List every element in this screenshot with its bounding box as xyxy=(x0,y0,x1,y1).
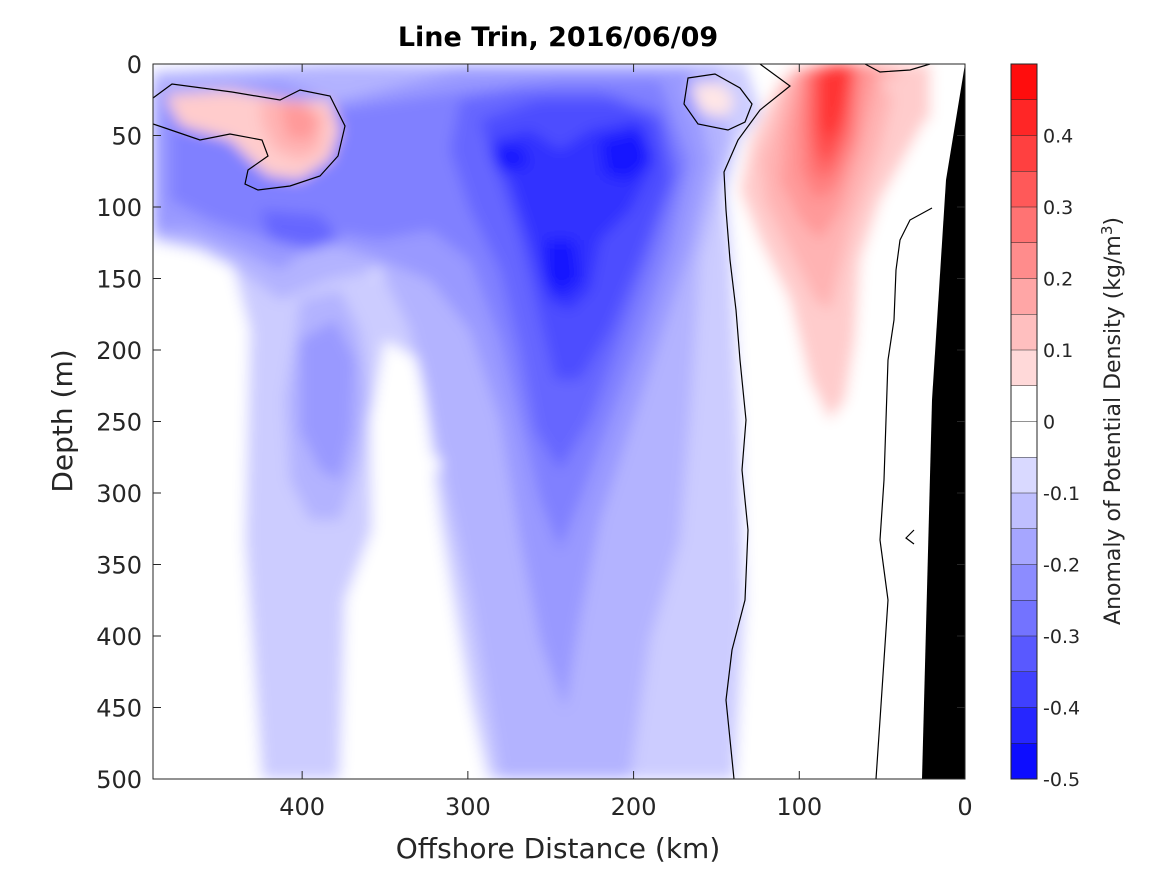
zero-contour-small-mark xyxy=(905,529,915,545)
colorbar-segment xyxy=(1011,314,1037,350)
colorbar-segment xyxy=(1011,207,1037,243)
y-tick-label: 50 xyxy=(111,123,142,151)
colorbar-tick-label: -0.2 xyxy=(1043,555,1080,577)
field-band-white-mid xyxy=(340,340,488,779)
field-band-neg-0.45-east xyxy=(600,130,650,180)
x-tick-label: 100 xyxy=(776,793,822,821)
colorbar-label-close: ) xyxy=(1101,217,1126,226)
x-axis-label: Offshore Distance (km) xyxy=(396,832,721,865)
y-tick-label: 500 xyxy=(96,766,142,794)
zero-contours xyxy=(153,64,933,779)
field-band-white-west xyxy=(153,240,262,779)
colorbar-segment xyxy=(1011,671,1037,708)
colorbar-tick-label: -0.5 xyxy=(1043,769,1080,791)
colorbar-segment xyxy=(1011,171,1037,207)
colorbar-tick-label: 0.3 xyxy=(1043,197,1073,219)
colorbar-segment xyxy=(1011,528,1037,565)
y-tick-label: 350 xyxy=(96,552,142,580)
plot-area xyxy=(153,64,965,779)
y-tick-label: 200 xyxy=(96,337,142,365)
colorbar-segment xyxy=(1011,707,1037,744)
y-tick-label: 400 xyxy=(96,623,142,651)
colorbar-segment xyxy=(1011,457,1037,493)
colorbar-tick-label: 0.2 xyxy=(1043,269,1073,291)
colorbar-tick-label: -0.3 xyxy=(1043,626,1080,648)
colorbar-segment xyxy=(1011,135,1037,172)
zero-contour-shelf-east xyxy=(875,207,933,779)
colorbar-segment xyxy=(1011,421,1037,458)
chart-title: Line Trin, 2016/06/09 xyxy=(398,22,718,53)
field-band-pos-nearshore-lens xyxy=(690,82,735,118)
field-band-neg-0.2-west xyxy=(300,320,355,480)
colorbar-label-superscript: 3 xyxy=(1098,226,1116,236)
y-tick-label: 100 xyxy=(96,194,142,222)
field-band-neg-0.45-west xyxy=(490,145,530,172)
colorbar-segment xyxy=(1011,64,1037,100)
anomaly-field xyxy=(153,64,960,779)
field-band-pos-coastal xyxy=(880,70,930,120)
field-band-neg-0.3-west xyxy=(260,210,340,250)
x-tick-label: 400 xyxy=(279,793,325,821)
y-tick-label: 250 xyxy=(96,409,142,437)
field-shading xyxy=(153,64,960,779)
colorbar-segment xyxy=(1011,600,1037,636)
field-band-pos-0.4 xyxy=(822,66,848,140)
x-tick-label: 300 xyxy=(445,793,491,821)
colorbar-frame xyxy=(1010,63,1038,780)
y-tick-label: 450 xyxy=(96,695,142,723)
y-tick-label: 300 xyxy=(96,480,142,508)
colorbar-tick-label: -0.1 xyxy=(1043,483,1080,505)
y-axis: 0 50 100 150 200 250 300 350 400 450 500 xyxy=(96,51,965,794)
colorbar-segment xyxy=(1011,743,1037,779)
x-axis: 400 300 200 100 0 xyxy=(279,64,973,821)
colorbar-tick-label: 0.4 xyxy=(1043,126,1073,148)
zero-contour-west-lens xyxy=(153,83,346,191)
zero-contour-top-right xyxy=(864,64,931,73)
zero-contour-nearshore-lens xyxy=(683,73,753,131)
colorbar-label: Anomaly of Potential Density (kg/m3) xyxy=(1098,217,1126,625)
colorbar-segment xyxy=(1011,385,1037,422)
colorbar: -0.5 -0.4 -0.3 -0.2 -0.1 0 0.1 0.2 0.3 0.4 xyxy=(1010,63,1080,791)
colorbar-tick-label: 0 xyxy=(1043,412,1055,434)
zero-contour-shelf-west xyxy=(723,64,791,779)
colorbar-segment xyxy=(1011,278,1037,315)
x-tick-label: 0 xyxy=(957,793,972,821)
colorbar-segment xyxy=(1011,636,1037,672)
colorbar-segment xyxy=(1011,99,1037,136)
bathymetry xyxy=(922,64,965,779)
field-band-pos-lens-0.2 xyxy=(280,105,318,140)
colorbar-tick-label: 0.1 xyxy=(1043,340,1073,362)
x-tick-label: 200 xyxy=(611,793,657,821)
y-tick-label: 0 xyxy=(127,51,142,79)
field-band-neg-0.45-core xyxy=(545,240,580,295)
colorbar-tick-label: -0.4 xyxy=(1043,698,1080,720)
colorbar-segment xyxy=(1011,564,1037,601)
colorbar-segment xyxy=(1011,242,1037,279)
y-tick-label: 150 xyxy=(96,266,142,294)
colorbar-segment xyxy=(1011,493,1037,529)
colorbar-segment xyxy=(1011,350,1037,386)
y-axis-label: Depth (m) xyxy=(46,349,79,492)
